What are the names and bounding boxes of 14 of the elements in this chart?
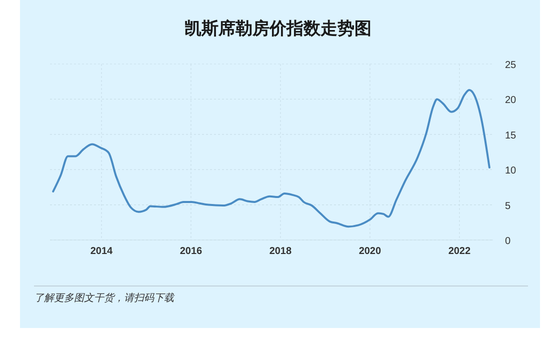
x-tick-label: 2018 [269,246,292,257]
y-tick-label: 0 [505,236,511,247]
y-tick-label: 15 [505,130,517,142]
text: 了解更多图文干货，请扫码下载 [34,292,175,304]
y-tick-label: 10 [505,166,517,177]
y-tick-label: 20 [505,95,517,106]
x-tick-label: 2020 [358,246,382,257]
x-tick-label: 2014 [90,246,114,257]
line-series [52,89,490,228]
y-tick-label: 25 [505,60,517,71]
chart-title: 凯斯席勒房价指数走势图 [184,19,372,38]
x-tick-label: 2022 [448,246,471,257]
x-tick-label: 2016 [180,246,203,257]
y-tick-label: 5 [505,200,511,212]
